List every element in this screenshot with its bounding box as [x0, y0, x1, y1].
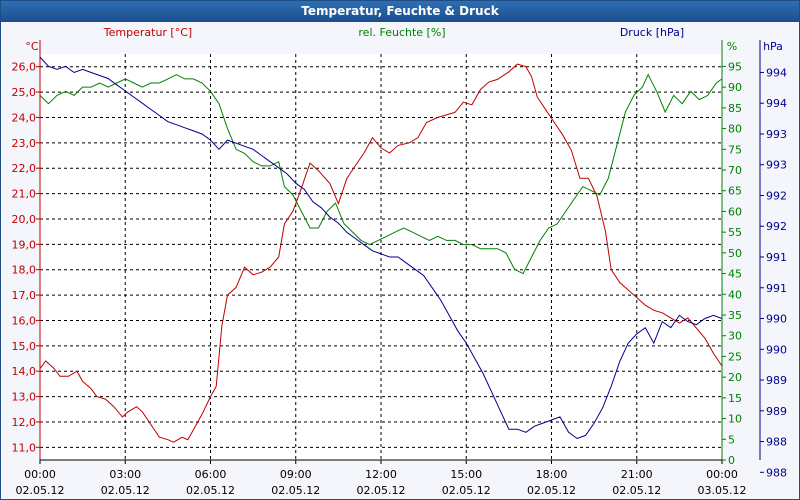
tick-label-pressure: 988	[766, 436, 787, 449]
tick-label-humidity: 75	[728, 143, 742, 156]
tick-label-temperature: 13,0	[12, 391, 37, 404]
tick-label-pressure: 993	[766, 128, 787, 141]
tick-label-x-date: 02.05.12	[612, 484, 661, 497]
tick-label-pressure: 992	[766, 220, 787, 233]
tick-label-humidity: 90	[728, 81, 742, 94]
tick-label-temperature: 19,0	[12, 238, 37, 251]
tick-label-humidity: 80	[728, 123, 742, 136]
tick-label-temperature: 26,0	[12, 61, 37, 74]
tick-label-temperature: 23,0	[12, 137, 37, 150]
tick-label-temperature: 21,0	[12, 188, 37, 201]
tick-label-humidity: 35	[728, 309, 742, 322]
tick-label-x-date: 02.05.12	[442, 484, 491, 497]
unit-temperature: °C	[25, 40, 39, 53]
tick-label-x-time: 00:00	[706, 468, 738, 481]
tick-label-pressure: 994	[766, 97, 787, 110]
window-title: Temperatur, Feuchte & Druck	[1, 1, 799, 22]
tick-label-pressure: 991	[766, 251, 787, 264]
tick-label-humidity: 25	[728, 350, 742, 363]
tick-label-humidity: 40	[728, 288, 742, 301]
tick-label-humidity: 50	[728, 247, 742, 260]
legend-pressure: Druck [hPa]	[620, 26, 684, 39]
tick-label-humidity: 45	[728, 268, 742, 281]
tick-label-x-time: 03:00	[109, 468, 141, 481]
tick-label-pressure: 991	[766, 282, 787, 295]
series-line-temperature	[39, 63, 723, 443]
tick-label-temperature: 24,0	[12, 111, 37, 124]
tick-label-pressure: 992	[766, 189, 787, 202]
axes	[36, 40, 764, 473]
tick-label-pressure: 989	[766, 405, 787, 418]
tick-label-x-time: 21:00	[621, 468, 653, 481]
tick-label-humidity: 95	[728, 60, 742, 73]
tick-label-humidity: 60	[728, 205, 742, 218]
tick-label-temperature: 11,0	[12, 441, 37, 454]
tick-labels: 26,0 25,0 24,0 23,0 22,0 21,0 20,0 19,0 18,0 17,0…	[12, 60, 788, 497]
legend-temperature: Temperatur [°C]	[103, 26, 192, 39]
tick-label-pressure: 988	[766, 466, 787, 479]
tick-label-x-time: 09:00	[280, 468, 312, 481]
tick-label-pressure: 990	[766, 313, 787, 326]
legend-humidity: rel. Feuchte [%]	[358, 26, 445, 39]
tick-label-x-time: 06:00	[195, 468, 227, 481]
tick-label-temperature: 14,0	[12, 365, 37, 378]
tick-label-temperature: 12,0	[12, 416, 37, 429]
tick-label-x-date: 02.05.12	[527, 484, 576, 497]
tick-label-x-date: 02.05.12	[101, 484, 150, 497]
tick-label-pressure: 989	[766, 374, 787, 387]
tick-label-temperature: 17,0	[12, 289, 37, 302]
tick-label-x-date: 03.05.12	[698, 484, 747, 497]
tick-label-humidity: 65	[728, 185, 742, 198]
unit-pressure: hPa	[763, 40, 783, 53]
tick-label-humidity: 85	[728, 102, 742, 115]
tick-label-x-time: 15:00	[450, 468, 482, 481]
tick-label-humidity: 70	[728, 164, 742, 177]
tick-label-humidity: 20	[728, 371, 742, 384]
tick-label-humidity: 30	[728, 330, 742, 343]
series-lines	[39, 56, 723, 443]
tick-label-x-time: 18:00	[536, 468, 568, 481]
grid	[40, 54, 722, 460]
tick-label-x-date: 02.05.12	[357, 484, 406, 497]
tick-label-x-date: 02.05.12	[16, 484, 65, 497]
axis-headers: Temperatur [°C] rel. Feuchte [%] Druck […	[25, 26, 783, 53]
tick-label-temperature: 22,0	[12, 162, 37, 175]
tick-label-pressure: 993	[766, 159, 787, 172]
series-line-pressure	[39, 56, 723, 440]
tick-label-temperature: 16,0	[12, 314, 37, 327]
tick-label-humidity: 55	[728, 226, 742, 239]
tick-label-humidity: 15	[728, 392, 742, 405]
tick-label-humidity: 0	[728, 454, 735, 467]
tick-label-temperature: 15,0	[12, 340, 37, 353]
series-line-humidity	[39, 73, 723, 275]
tick-label-temperature: 18,0	[12, 264, 37, 277]
tick-label-humidity: 10	[728, 413, 742, 426]
tick-label-x-date: 02.05.12	[186, 484, 235, 497]
tick-label-temperature: 25,0	[12, 86, 37, 99]
tick-label-pressure: 990	[766, 343, 787, 356]
tick-label-humidity: 5	[728, 433, 735, 446]
tick-label-pressure: 994	[766, 66, 787, 79]
tick-label-x-date: 02.05.12	[271, 484, 320, 497]
tick-label-x-time: 12:00	[365, 468, 397, 481]
tick-label-x-time: 00:00	[24, 468, 56, 481]
tick-label-temperature: 20,0	[12, 213, 37, 226]
unit-humidity: %	[727, 40, 737, 53]
